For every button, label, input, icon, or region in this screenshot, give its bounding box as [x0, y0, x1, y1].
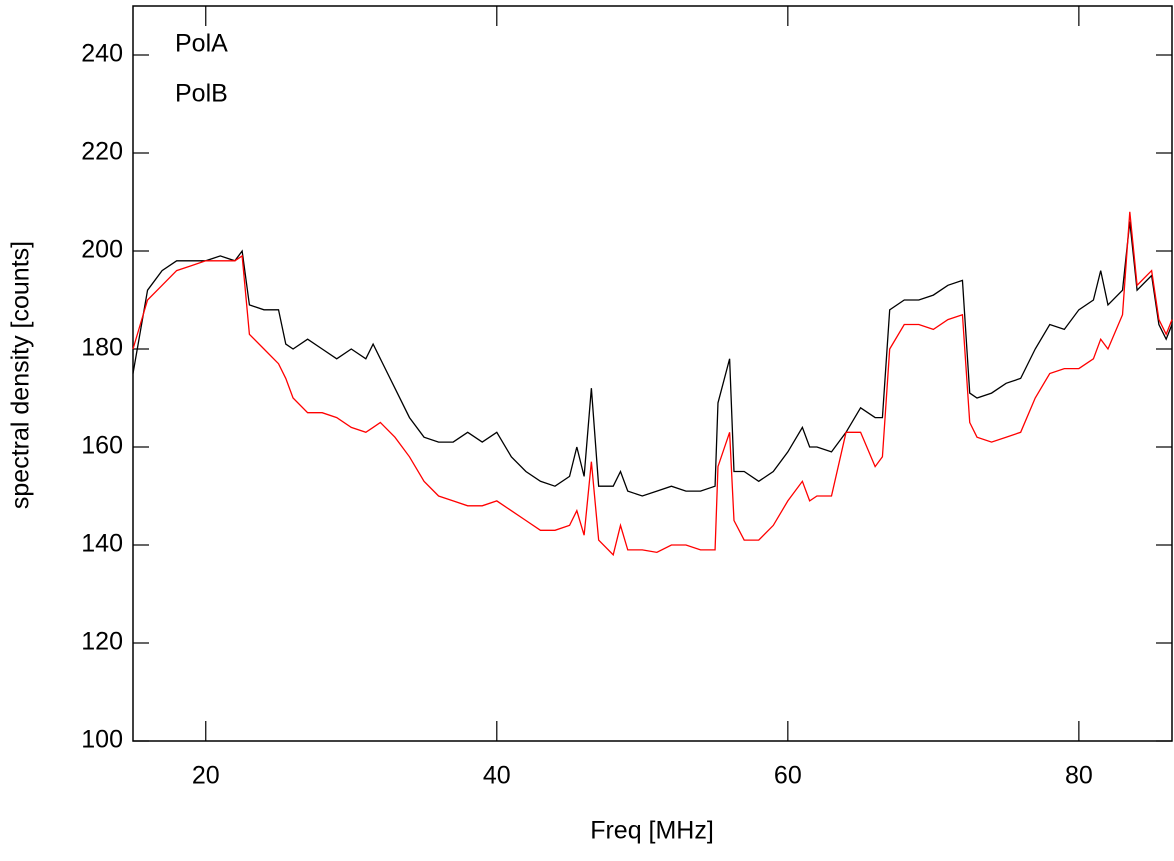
x-tick-label: 80: [1065, 762, 1093, 790]
x-tick-label: 20: [192, 762, 220, 790]
y-tick-label: 220: [81, 138, 123, 166]
y-tick-label: 140: [81, 530, 123, 558]
x-axis-label: Freq [MHz]: [590, 817, 714, 845]
series-line: [132, 211, 1173, 557]
plot-frame: [132, 5, 1173, 742]
y-tick-label: 120: [81, 628, 123, 656]
legend-label: PolB: [175, 80, 228, 108]
y-tick-label: 160: [81, 432, 123, 460]
x-tick-label: 40: [483, 762, 511, 790]
legend-label: PolA: [175, 30, 228, 58]
y-axis-label: spectral density [counts]: [7, 241, 35, 509]
y-tick-label: 200: [81, 236, 123, 264]
series-line: [132, 221, 1173, 497]
x-tick-label: 60: [774, 762, 802, 790]
y-tick-label: 240: [81, 40, 123, 68]
y-tick-label: 100: [81, 726, 123, 754]
y-tick-label: 180: [81, 334, 123, 362]
